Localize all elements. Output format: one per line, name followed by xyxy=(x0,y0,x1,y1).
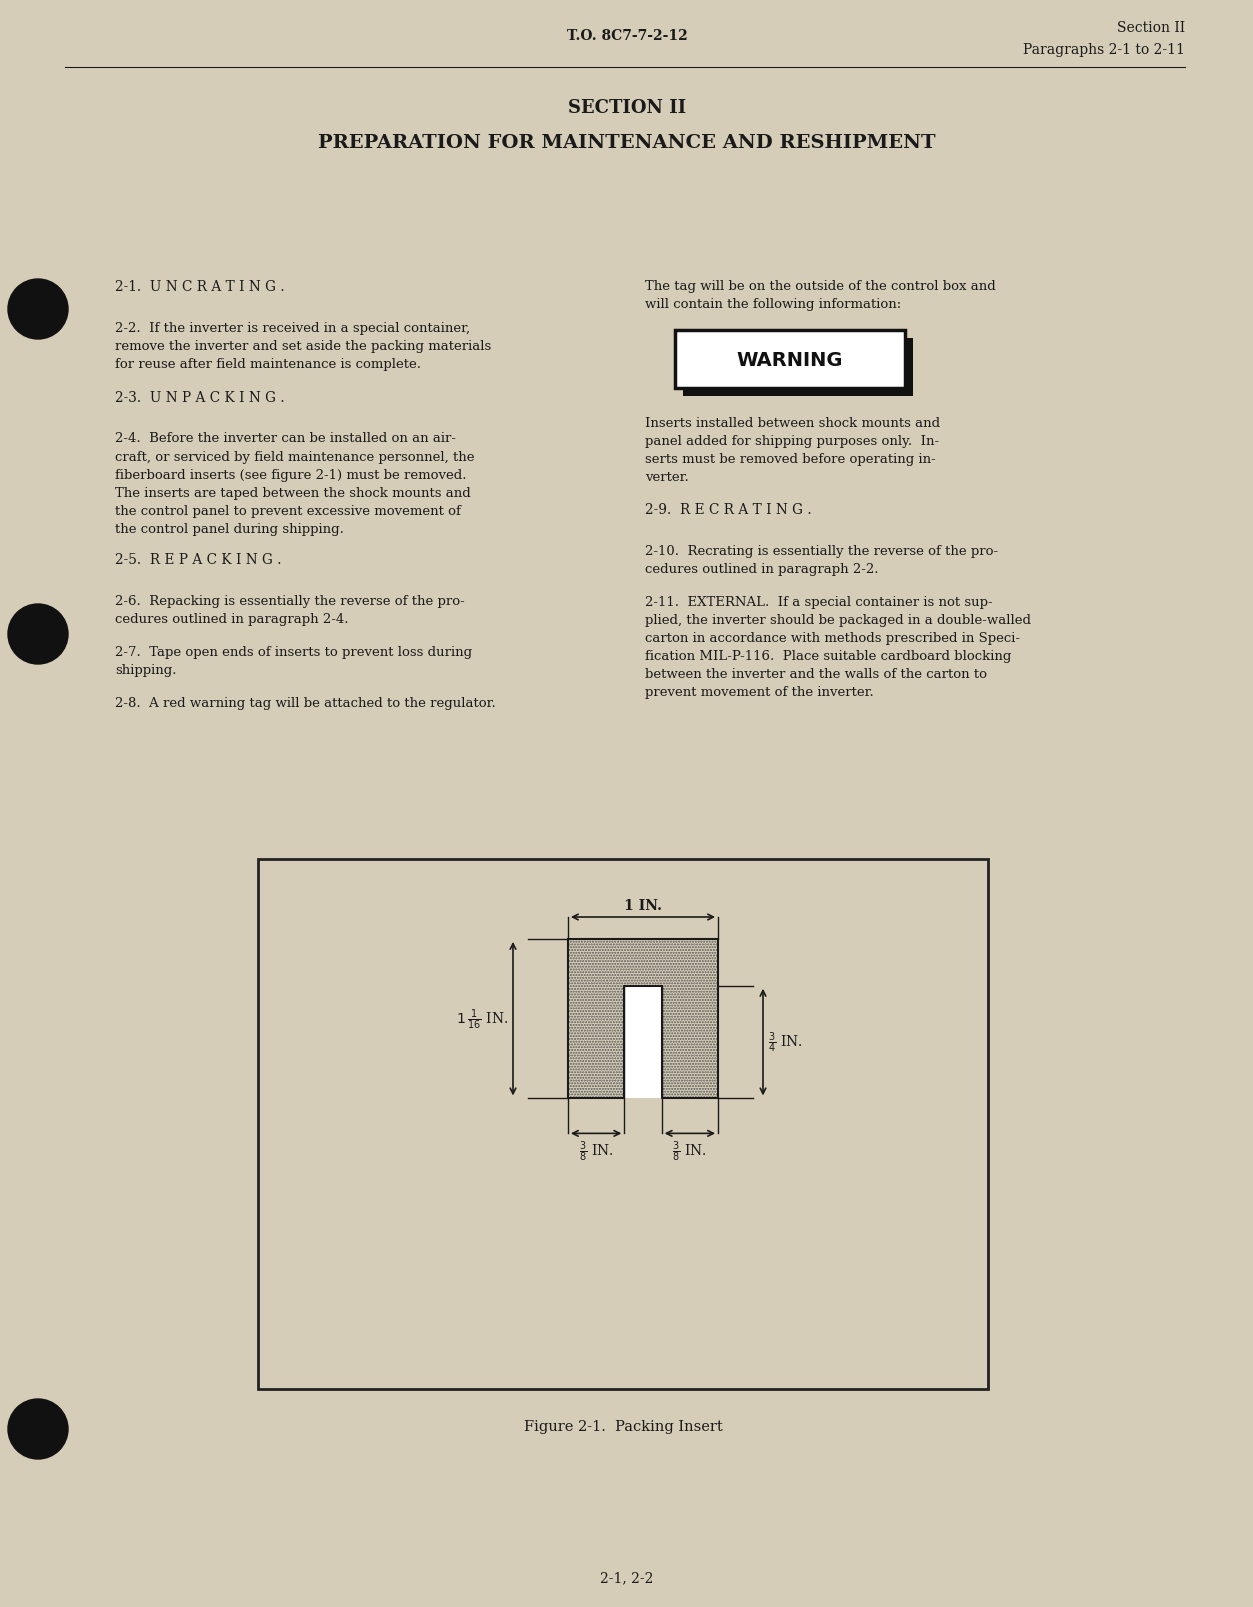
Text: $1\,\frac{1}{16}$ IN.: $1\,\frac{1}{16}$ IN. xyxy=(456,1008,507,1032)
Text: Figure 2-1.  Packing Insert: Figure 2-1. Packing Insert xyxy=(524,1419,723,1433)
Text: $\frac{3}{8}$ IN.: $\frac{3}{8}$ IN. xyxy=(579,1139,614,1163)
Text: 2-5.  R E P A C K I N G .: 2-5. R E P A C K I N G . xyxy=(115,553,282,567)
Bar xyxy=(624,987,662,1099)
Text: 2-7.  Tape open ends of inserts to prevent loss during
shipping.: 2-7. Tape open ends of inserts to preven… xyxy=(115,646,472,677)
Text: 2-11.  EXTERNAL.  If a special container is not sup-
plied, the inverter should : 2-11. EXTERNAL. If a special container i… xyxy=(645,596,1031,699)
Circle shape xyxy=(8,280,68,339)
Text: 2-6.  Repacking is essentially the reverse of the pro-
cedures outlined in parag: 2-6. Repacking is essentially the revers… xyxy=(115,595,465,627)
Text: Inserts installed between shock mounts and
panel added for shipping purposes onl: Inserts installed between shock mounts a… xyxy=(645,416,940,484)
Text: 1 IN.: 1 IN. xyxy=(624,898,662,913)
Bar xyxy=(568,940,718,1099)
Text: The tag will be on the outside of the control box and
will contain the following: The tag will be on the outside of the co… xyxy=(645,280,996,310)
Bar xyxy=(675,331,905,389)
Text: 2-10.  Recrating is essentially the reverse of the pro-
cedures outlined in para: 2-10. Recrating is essentially the rever… xyxy=(645,545,999,575)
Text: 2-9.  R E C R A T I N G .: 2-9. R E C R A T I N G . xyxy=(645,503,812,517)
Text: 2-1.  U N C R A T I N G .: 2-1. U N C R A T I N G . xyxy=(115,280,284,294)
Circle shape xyxy=(8,1400,68,1459)
Text: 2-4.  Before the inverter can be installed on an air-
craft, or serviced by fiel: 2-4. Before the inverter can be installe… xyxy=(115,432,475,535)
Text: 2-1, 2-2: 2-1, 2-2 xyxy=(600,1570,654,1585)
Text: PREPARATION FOR MAINTENANCE AND RESHIPMENT: PREPARATION FOR MAINTENANCE AND RESHIPME… xyxy=(318,133,936,153)
Circle shape xyxy=(8,604,68,665)
Text: SECTION II: SECTION II xyxy=(568,100,687,117)
Text: 2-3.  U N P A C K I N G .: 2-3. U N P A C K I N G . xyxy=(115,391,284,405)
Text: $\frac{3}{8}$ IN.: $\frac{3}{8}$ IN. xyxy=(673,1139,708,1163)
Text: $\frac{3}{4}$ IN.: $\frac{3}{4}$ IN. xyxy=(768,1030,803,1054)
Text: Section II: Section II xyxy=(1116,21,1185,35)
Text: 2-2.  If the inverter is received in a special container,
remove the inverter an: 2-2. If the inverter is received in a sp… xyxy=(115,321,491,371)
Bar xyxy=(683,339,913,397)
Text: T.O. 8C7-7-2-12: T.O. 8C7-7-2-12 xyxy=(566,29,688,43)
Text: 2-8.  A red warning tag will be attached to the regulator.: 2-8. A red warning tag will be attached … xyxy=(115,697,496,710)
Bar xyxy=(258,860,989,1388)
Text: Paragraphs 2-1 to 2-11: Paragraphs 2-1 to 2-11 xyxy=(1024,43,1185,56)
Text: WARNING: WARNING xyxy=(737,350,843,370)
